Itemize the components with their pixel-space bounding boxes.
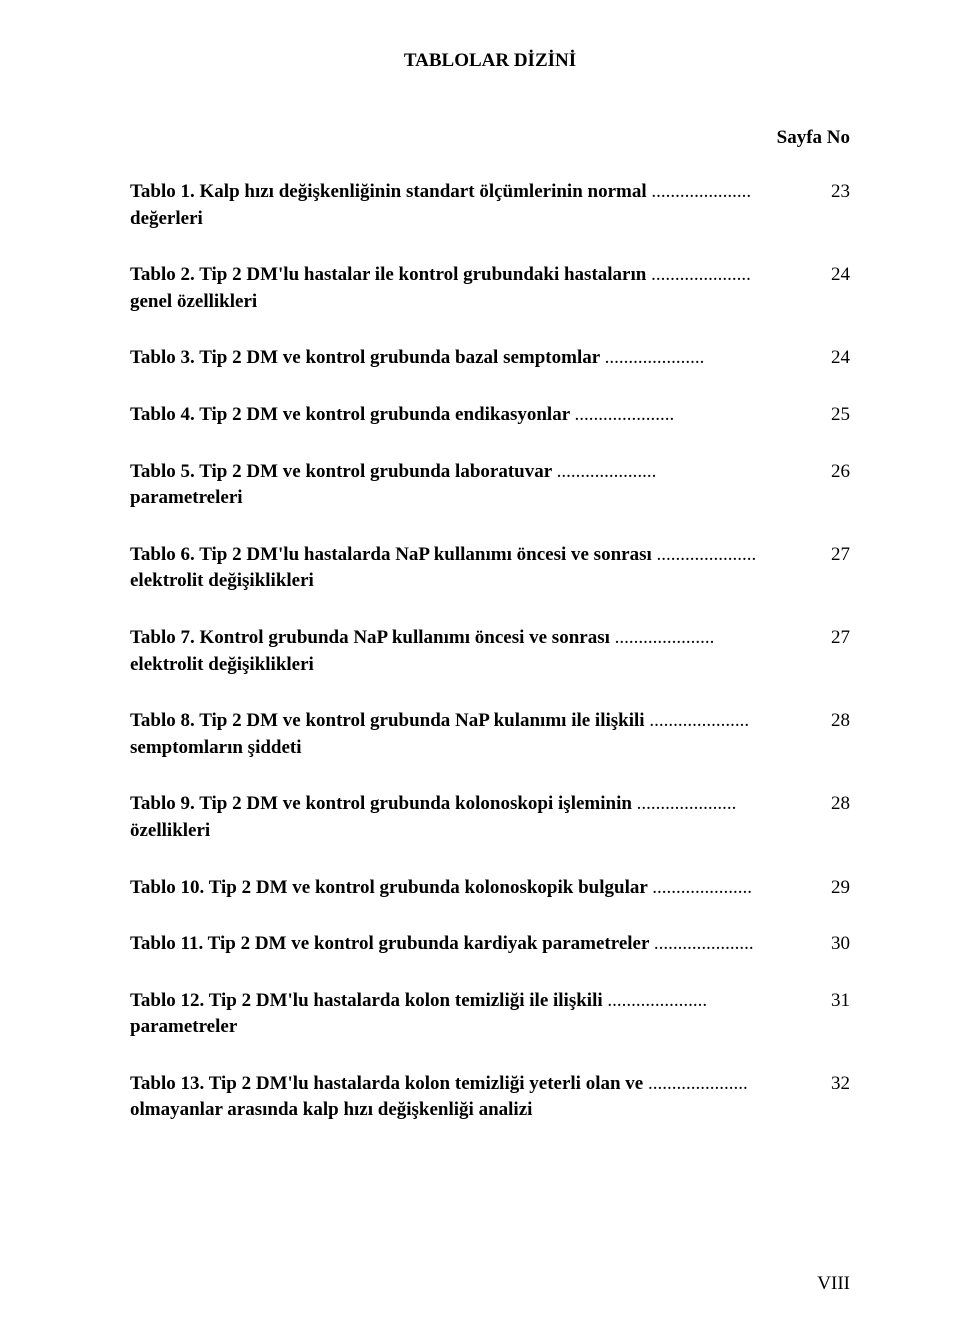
toc-entry-description: Tablo 13. Tip 2 DM'lu hastalarda kolon t… bbox=[130, 1071, 815, 1124]
toc-entry-text: Tip 2 DM ve kontrol grubunda kolonoskopi… bbox=[204, 877, 652, 898]
toc-entry: Tablo 1. Kalp hızı değişkenliğinin stand… bbox=[130, 179, 850, 232]
leader-dots: ..................... bbox=[607, 990, 707, 1011]
leader-dots: ..................... bbox=[557, 461, 657, 482]
toc-entry-label: Tablo 9. bbox=[130, 793, 195, 814]
toc-entry-text: Tip 2 DM'lu hastalarda kolon temizliği i… bbox=[204, 990, 607, 1011]
toc-entry-continuation: parametreleri bbox=[130, 485, 785, 512]
toc-entry-description: Tablo 2. Tip 2 DM'lu hastalar ile kontro… bbox=[130, 262, 815, 315]
toc-entry: Tablo 3. Tip 2 DM ve kontrol grubunda ba… bbox=[130, 345, 850, 372]
toc-entry-description: Tablo 4. Tip 2 DM ve kontrol grubunda en… bbox=[130, 402, 815, 429]
leader-dots: ..................... bbox=[657, 544, 757, 565]
toc-entry: Tablo 9. Tip 2 DM ve kontrol grubunda ko… bbox=[130, 791, 850, 844]
leader-dots: ..................... bbox=[649, 710, 749, 731]
leader-dots: ..................... bbox=[651, 264, 751, 285]
toc-entry-label: Tablo 2. bbox=[130, 264, 195, 285]
toc-entry-page: 28 bbox=[815, 708, 850, 761]
toc-entry-text: Tip 2 DM'lu hastalar ile kontrol grubund… bbox=[195, 264, 651, 285]
toc-entry-continuation: genel özellikleri bbox=[130, 289, 785, 316]
leader-dots: ..................... bbox=[652, 877, 752, 898]
toc-entry-description: Tablo 6. Tip 2 DM'lu hastalarda NaP kull… bbox=[130, 542, 815, 595]
leader-dots: ..................... bbox=[648, 1073, 748, 1094]
toc-entry-continuation: özellikleri bbox=[130, 818, 785, 845]
toc-entry-page: 31 bbox=[815, 988, 850, 1041]
leader-dots: ..................... bbox=[615, 627, 715, 648]
toc-entry-page: 25 bbox=[815, 402, 850, 429]
toc-entry-page: 28 bbox=[815, 791, 850, 844]
toc-entry-description: Tablo 11. Tip 2 DM ve kontrol grubunda k… bbox=[130, 931, 815, 958]
toc-entry-label: Tablo 13. bbox=[130, 1073, 204, 1094]
toc-entry-continuation: olmayanlar arasında kalp hızı değişkenli… bbox=[130, 1097, 785, 1124]
toc-entry-text: Kalp hızı değişkenliğinin standart ölçüm… bbox=[195, 181, 652, 202]
toc-entry-description: Tablo 1. Kalp hızı değişkenliğinin stand… bbox=[130, 179, 815, 232]
leader-dots: ..................... bbox=[605, 347, 705, 368]
toc-entry-page: 27 bbox=[815, 625, 850, 678]
toc-entry-page: 27 bbox=[815, 542, 850, 595]
toc-entry-description: Tablo 12. Tip 2 DM'lu hastalarda kolon t… bbox=[130, 988, 815, 1041]
toc-entry-label: Tablo 4. bbox=[130, 404, 195, 425]
toc-entry: Tablo 13. Tip 2 DM'lu hastalarda kolon t… bbox=[130, 1071, 850, 1124]
toc-entry-label: Tablo 11. bbox=[130, 933, 203, 954]
toc-entry-label: Tablo 5. bbox=[130, 461, 195, 482]
leader-dots: ..................... bbox=[637, 793, 737, 814]
toc-entry-text: Kontrol grubunda NaP kullanımı öncesi ve… bbox=[195, 627, 615, 648]
toc-entry: Tablo 8. Tip 2 DM ve kontrol grubunda Na… bbox=[130, 708, 850, 761]
toc-entry-page: 30 bbox=[815, 931, 850, 958]
toc-entry: Tablo 10. Tip 2 DM ve kontrol grubunda k… bbox=[130, 875, 850, 902]
toc-entry-continuation: elektrolit değişiklikleri bbox=[130, 568, 785, 595]
toc-entry-text: Tip 2 DM ve kontrol grubunda laboratuvar bbox=[195, 461, 557, 482]
toc-entry: Tablo 2. Tip 2 DM'lu hastalar ile kontro… bbox=[130, 262, 850, 315]
toc-entry-page: 29 bbox=[815, 875, 850, 902]
toc-entry-page: 32 bbox=[815, 1071, 850, 1124]
entries-list: Tablo 1. Kalp hızı değişkenliğinin stand… bbox=[130, 179, 850, 1124]
toc-entry-text: Tip 2 DM ve kontrol grubunda endikasyonl… bbox=[195, 404, 575, 425]
toc-entry-text: Tip 2 DM'lu hastalarda NaP kullanımı önc… bbox=[195, 544, 657, 565]
toc-entry-page: 23 bbox=[815, 179, 850, 232]
toc-entry-description: Tablo 7. Kontrol grubunda NaP kullanımı … bbox=[130, 625, 815, 678]
page-number-footer: VIII bbox=[817, 1273, 850, 1295]
toc-entry-label: Tablo 3. bbox=[130, 347, 195, 368]
toc-entry: Tablo 6. Tip 2 DM'lu hastalarda NaP kull… bbox=[130, 542, 850, 595]
toc-entry-text: Tip 2 DM ve kontrol grubunda kardiyak pa… bbox=[203, 933, 654, 954]
toc-entry-page: 26 bbox=[815, 459, 850, 512]
toc-entry-text: Tip 2 DM ve kontrol grubunda NaP kulanım… bbox=[195, 710, 650, 731]
toc-entry-page: 24 bbox=[815, 262, 850, 315]
toc-entry-label: Tablo 1. bbox=[130, 181, 195, 202]
leader-dots: ..................... bbox=[654, 933, 754, 954]
toc-entry-label: Tablo 8. bbox=[130, 710, 195, 731]
toc-entry-text: Tip 2 DM ve kontrol grubunda bazal sempt… bbox=[195, 347, 605, 368]
leader-dots: ..................... bbox=[651, 181, 751, 202]
toc-entry-continuation: değerleri bbox=[130, 206, 785, 233]
toc-entry-label: Tablo 12. bbox=[130, 990, 204, 1011]
toc-entry-label: Tablo 10. bbox=[130, 877, 204, 898]
toc-entry-description: Tablo 5. Tip 2 DM ve kontrol grubunda la… bbox=[130, 459, 815, 512]
toc-entry-text: Tip 2 DM ve kontrol grubunda kolonoskopi… bbox=[195, 793, 637, 814]
leader-dots: ..................... bbox=[575, 404, 675, 425]
toc-entry-page: 24 bbox=[815, 345, 850, 372]
toc-entry-label: Tablo 7. bbox=[130, 627, 195, 648]
toc-entry: Tablo 7. Kontrol grubunda NaP kullanımı … bbox=[130, 625, 850, 678]
toc-entry-label: Tablo 6. bbox=[130, 544, 195, 565]
column-header: Sayfa No bbox=[130, 127, 850, 149]
toc-entry-description: Tablo 3. Tip 2 DM ve kontrol grubunda ba… bbox=[130, 345, 815, 372]
page-title: TABLOLAR DİZİNİ bbox=[130, 50, 850, 72]
toc-entry-continuation: parametreler bbox=[130, 1014, 785, 1041]
toc-entry: Tablo 11. Tip 2 DM ve kontrol grubunda k… bbox=[130, 931, 850, 958]
toc-entry-text: Tip 2 DM'lu hastalarda kolon temizliği y… bbox=[204, 1073, 648, 1094]
toc-entry-description: Tablo 9. Tip 2 DM ve kontrol grubunda ko… bbox=[130, 791, 815, 844]
toc-entry: Tablo 4. Tip 2 DM ve kontrol grubunda en… bbox=[130, 402, 850, 429]
toc-entry: Tablo 5. Tip 2 DM ve kontrol grubunda la… bbox=[130, 459, 850, 512]
toc-entry-continuation: elektrolit değişiklikleri bbox=[130, 652, 785, 679]
toc-entry-description: Tablo 8. Tip 2 DM ve kontrol grubunda Na… bbox=[130, 708, 815, 761]
toc-entry-continuation: semptomların şiddeti bbox=[130, 735, 785, 762]
toc-entry: Tablo 12. Tip 2 DM'lu hastalarda kolon t… bbox=[130, 988, 850, 1041]
toc-entry-description: Tablo 10. Tip 2 DM ve kontrol grubunda k… bbox=[130, 875, 815, 902]
